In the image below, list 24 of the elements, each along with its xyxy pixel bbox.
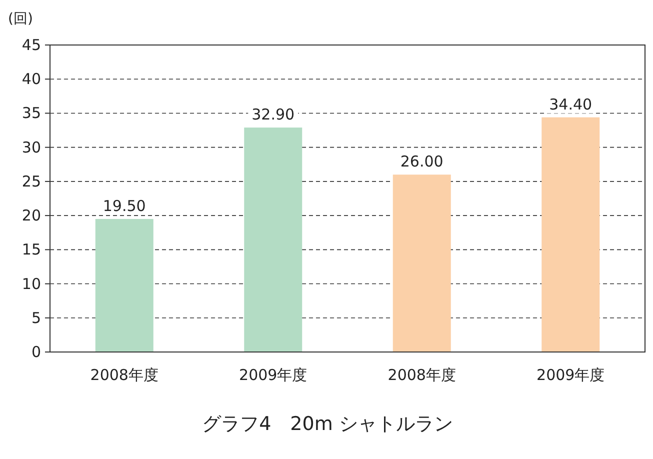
y-tick-label: 40	[22, 70, 41, 88]
data-label: 26.00	[400, 152, 444, 171]
y-axis-title: (回)	[8, 11, 33, 27]
bar	[542, 117, 600, 352]
text: グラフ4 20m シャトルラン	[202, 413, 453, 435]
x-tick-label: 2008年度	[90, 366, 158, 384]
bar	[244, 128, 302, 352]
data-label: 19.50	[102, 196, 146, 215]
y-tick-label: 15	[22, 240, 41, 259]
y-tick-label: 0	[31, 343, 41, 361]
y-tick-label: 10	[22, 274, 41, 293]
y-tick-label: 45	[22, 36, 41, 54]
x-tick-label: 2009年度	[536, 366, 605, 384]
y-tick-label: 25	[22, 172, 41, 190]
y-tick-label: 35	[22, 104, 41, 122]
data-label: 34.40	[549, 95, 592, 114]
data-label: 32.90	[252, 106, 295, 124]
y-tick-label: 5	[31, 308, 41, 327]
bar	[95, 218, 154, 352]
bar	[392, 174, 451, 352]
y-tick-label: 20	[22, 206, 41, 225]
x-tick-label: 2008年度	[388, 366, 456, 384]
y-tick-label: 30	[22, 138, 41, 156]
x-tick-label: 2009年度	[239, 366, 308, 384]
